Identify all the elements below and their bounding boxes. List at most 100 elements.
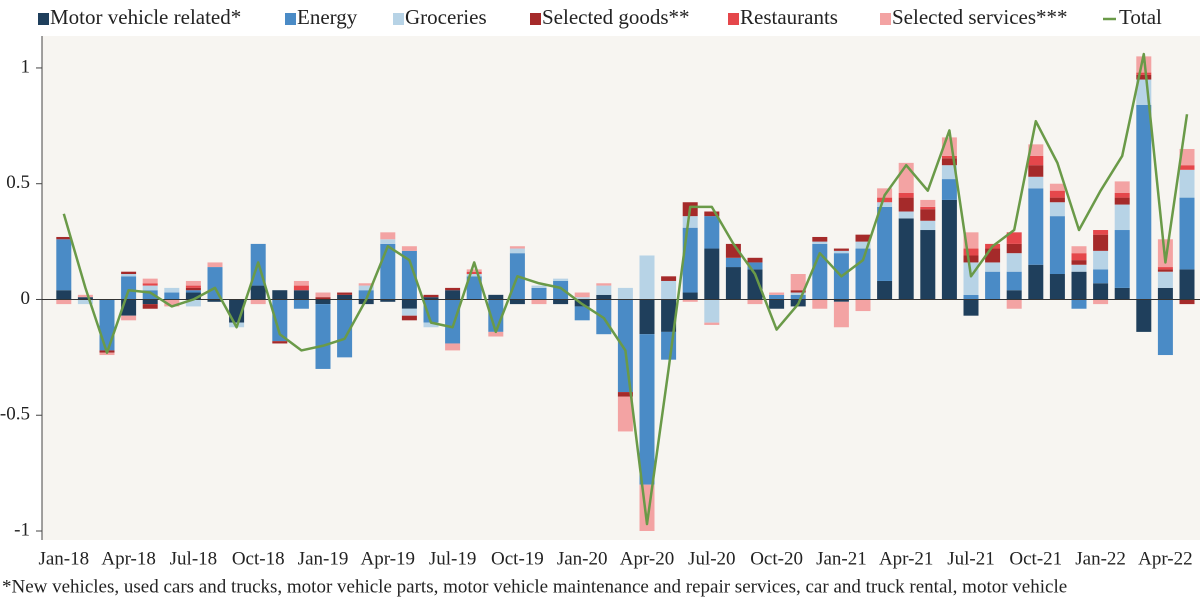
- bar-segment: [1028, 176, 1044, 189]
- bar-segment: [812, 236, 828, 242]
- bar-segment: [1157, 271, 1173, 288]
- bar-segment: [682, 216, 698, 228]
- bar-segment: [596, 285, 612, 295]
- bar-segment: [121, 274, 137, 277]
- bar-segment: [1157, 267, 1173, 270]
- bar-segment: [207, 299, 223, 302]
- bar-segment: [466, 276, 482, 300]
- bar-segment: [1071, 246, 1087, 254]
- bar-segment: [1093, 299, 1109, 305]
- bar-segment: [661, 299, 677, 332]
- x-tick-label: Jul-18: [170, 548, 218, 569]
- bar-segment: [877, 202, 893, 207]
- bar-segment: [250, 285, 266, 300]
- bar-segment: [423, 322, 439, 328]
- bar-segment: [1114, 197, 1130, 205]
- bar-segment: [445, 290, 461, 300]
- bar-segment: [77, 297, 93, 300]
- bar-segment: [56, 239, 72, 291]
- y-tick-label: -1: [14, 519, 30, 540]
- bar-segment: [963, 299, 979, 316]
- bar-segment: [142, 285, 158, 291]
- bar-segment: [401, 246, 417, 251]
- bar-segment: [423, 299, 439, 323]
- bar-segment: [855, 299, 871, 312]
- bar-segment: [553, 280, 569, 300]
- x-tick-label: Oct-21: [1009, 548, 1062, 569]
- bar-segment: [1071, 260, 1087, 265]
- bar-segment: [272, 290, 288, 300]
- bar-segment: [423, 294, 439, 298]
- bar-segment: [1049, 216, 1065, 275]
- bar-segment: [56, 236, 72, 240]
- bar-segment: [121, 276, 137, 300]
- bar-segment: [661, 276, 677, 281]
- bar-segment: [1136, 74, 1152, 80]
- bar-segment: [1179, 148, 1195, 166]
- x-tick-label: Oct-20: [750, 548, 803, 569]
- bar-segment: [77, 294, 93, 298]
- bar-segment: [164, 292, 180, 300]
- bar-segment: [1049, 190, 1065, 198]
- bar-segment: [1049, 274, 1065, 300]
- bar-segment: [920, 199, 936, 207]
- bar-segment: [1093, 230, 1109, 235]
- bar-segment: [401, 250, 417, 300]
- bar-segment: [1071, 299, 1087, 309]
- bar-segment: [941, 199, 957, 300]
- x-tick-label: Apr-19: [361, 548, 416, 569]
- bar-segment: [207, 262, 223, 268]
- bar-segment: [877, 280, 893, 300]
- bar-segment: [747, 269, 763, 300]
- bar-segment: [509, 248, 525, 254]
- bar-segment: [1093, 283, 1109, 300]
- bar-segment: [855, 248, 871, 300]
- bar-segment: [596, 283, 612, 286]
- legend-swatch: [38, 13, 49, 25]
- bar-segment: [185, 287, 201, 291]
- bar-segment: [1179, 197, 1195, 270]
- bar-segment: [812, 241, 828, 244]
- bar-segment: [401, 299, 417, 309]
- bar-segment: [337, 292, 353, 295]
- bar-segment: [1006, 253, 1022, 272]
- bar-segment: [121, 315, 137, 321]
- bar-segment: [704, 322, 720, 325]
- bar-segment: [553, 278, 569, 281]
- bar-segment: [639, 334, 655, 485]
- legend-swatch: [728, 13, 739, 25]
- bar-segment: [185, 285, 201, 288]
- x-tick-label: Apr-21: [879, 548, 934, 569]
- x-tick-label: Jul-20: [688, 548, 736, 569]
- bar-segment: [380, 299, 396, 302]
- bar-segment: [1006, 232, 1022, 244]
- bar-segment: [1114, 230, 1130, 288]
- legend-swatch: [530, 13, 541, 25]
- bar-segment: [704, 248, 720, 300]
- bar-segment: [855, 234, 871, 242]
- bar-segment: [596, 294, 612, 300]
- bar-segment: [1093, 234, 1109, 251]
- bar-segment: [920, 209, 936, 221]
- bar-segment: [272, 299, 288, 342]
- x-tick-label: Jan-21: [816, 548, 867, 569]
- bar-segment: [617, 392, 633, 397]
- bar-segment: [1006, 299, 1022, 309]
- total-line: [62, 52, 1189, 526]
- bar-segment: [1006, 243, 1022, 254]
- bar-segment: [164, 299, 180, 307]
- bar-segment: [1114, 204, 1130, 231]
- bar-segment: [466, 271, 482, 275]
- bar-segment: [185, 290, 201, 293]
- bar-segment: [1006, 271, 1022, 291]
- bar-segment: [617, 299, 633, 393]
- bar-segment: [725, 257, 741, 268]
- bar-segment: [769, 294, 785, 300]
- bar-segment: [1028, 144, 1044, 156]
- bar-segment: [790, 294, 806, 300]
- bar-segment: [531, 299, 547, 305]
- bar-segment: [574, 306, 590, 321]
- bar-segment: [466, 274, 482, 277]
- bar-segment: [877, 197, 893, 203]
- bar-segment: [488, 294, 504, 300]
